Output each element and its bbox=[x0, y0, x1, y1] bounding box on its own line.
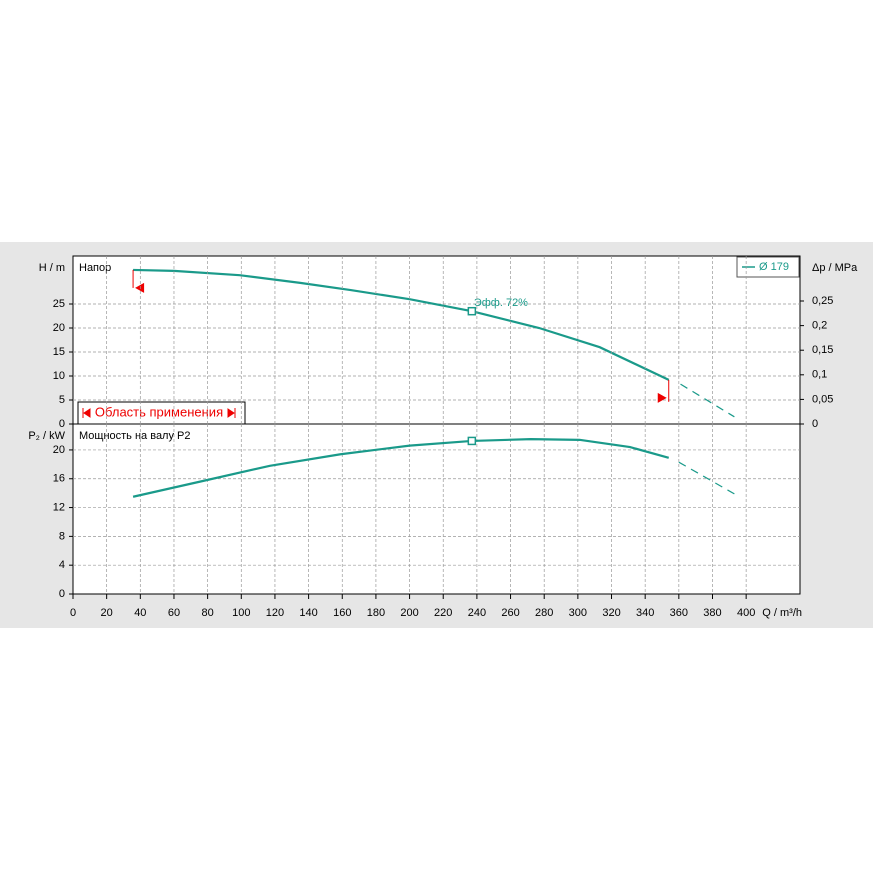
panel-title: Напор bbox=[79, 262, 111, 274]
y-tick-label: 0 bbox=[59, 418, 65, 430]
y-tick-label: 25 bbox=[53, 298, 65, 310]
plot-area bbox=[72, 255, 801, 595]
x-tick-label: 280 bbox=[535, 607, 553, 619]
y-tick-label: 4 bbox=[59, 559, 65, 571]
y-tick-label: 10 bbox=[53, 370, 65, 382]
x-tick-label: 0 bbox=[70, 607, 76, 619]
y-tick-label: 15 bbox=[53, 346, 65, 358]
y2-tick-label: 0 bbox=[812, 418, 818, 430]
x-tick-label: 340 bbox=[636, 607, 654, 619]
x-tick-label: 120 bbox=[266, 607, 284, 619]
curve bbox=[132, 438, 670, 498]
curve-extension bbox=[678, 461, 735, 495]
x-tick-label: 320 bbox=[602, 607, 620, 619]
x-tick-label: 40 bbox=[134, 607, 146, 619]
y2-tick-label: 0,05 bbox=[812, 393, 833, 405]
y-tick-label: 8 bbox=[59, 530, 65, 542]
x-tick-label: 60 bbox=[168, 607, 180, 619]
y2-axis-label: Δp / MPa bbox=[812, 262, 858, 274]
x-tick-label: 20 bbox=[101, 607, 113, 619]
y2-tick-label: 0,15 bbox=[812, 344, 833, 356]
range-end-arrow bbox=[657, 392, 667, 403]
x-tick-label: 200 bbox=[400, 607, 418, 619]
range-box-arrows bbox=[82, 408, 236, 418]
curve bbox=[133, 268, 670, 381]
x-tick-label: 260 bbox=[501, 607, 519, 619]
x-tick-label: 400 bbox=[737, 607, 755, 619]
operating-point bbox=[467, 436, 477, 446]
y-tick-label: 20 bbox=[53, 444, 65, 456]
range-start-arrow bbox=[135, 282, 145, 293]
panel-title: Мощность на валу P2 bbox=[79, 430, 191, 442]
y-axis-label: P₂ / kW bbox=[28, 430, 65, 442]
x-tick-label: 300 bbox=[569, 607, 587, 619]
y2-tick-label: 0,2 bbox=[812, 320, 827, 332]
x-tick-label: 100 bbox=[232, 607, 250, 619]
y-tick-label: 0 bbox=[59, 588, 65, 600]
x-tick-label: 380 bbox=[703, 607, 721, 619]
y-tick-label: 16 bbox=[53, 473, 65, 485]
y-tick-label: 20 bbox=[53, 322, 65, 334]
y-tick-label: 12 bbox=[53, 501, 65, 513]
x-tick-label: 220 bbox=[434, 607, 452, 619]
range-box bbox=[77, 401, 246, 425]
y-axis-label: H / m bbox=[39, 262, 65, 274]
y2-tick-label: 0,25 bbox=[812, 295, 833, 307]
x-tick-label: 360 bbox=[670, 607, 688, 619]
y2-tick-label: 0,1 bbox=[812, 369, 827, 381]
operating-point bbox=[467, 306, 477, 316]
x-tick-label: 240 bbox=[468, 607, 486, 619]
x-tick-label: 140 bbox=[299, 607, 317, 619]
x-tick-label: 80 bbox=[202, 607, 214, 619]
x-tick-label: 180 bbox=[367, 607, 385, 619]
legend-box bbox=[736, 256, 800, 278]
x-axis-label: Q / m³/h bbox=[762, 607, 802, 619]
legend-entry: Ø 179 bbox=[759, 261, 789, 273]
x-tick-label: 160 bbox=[333, 607, 351, 619]
range-label: Область применения bbox=[95, 404, 223, 419]
operating-point-label: Эфф. 72% bbox=[474, 297, 528, 309]
y-tick-label: 5 bbox=[59, 394, 65, 406]
curve-extension bbox=[680, 383, 735, 418]
